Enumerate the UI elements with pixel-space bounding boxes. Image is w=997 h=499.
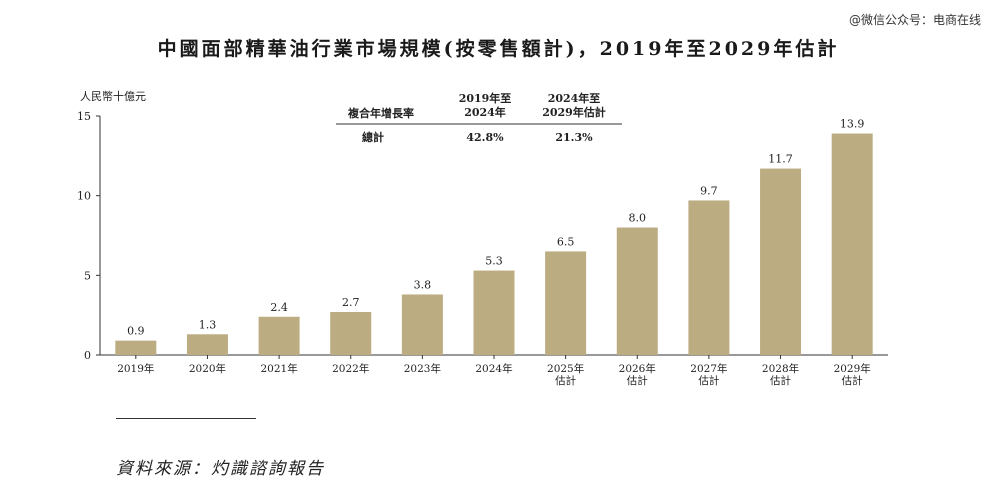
bar-value-label: 1.3 — [199, 318, 217, 331]
x-tick-label: 2027年 — [690, 362, 727, 375]
y-axis-label: 人民幣十億元 — [80, 89, 146, 103]
bar-value-label: 5.3 — [485, 255, 503, 268]
bar — [688, 200, 730, 355]
bar-value-label: 2.4 — [270, 301, 288, 314]
x-tick-label: 2020年 — [189, 362, 226, 375]
y-tick-label: 0 — [84, 349, 91, 362]
chart-title: 中國面部精華油行業市場規模(按零售額計)，2019年至2029年估計 — [157, 38, 840, 60]
x-tick-label: 估計 — [770, 374, 791, 387]
bar — [115, 340, 157, 355]
x-tick-label: 2021年 — [260, 362, 297, 375]
bar — [760, 168, 802, 355]
bar-value-label: 11.7 — [768, 153, 793, 166]
x-tick-label: 估計 — [627, 374, 648, 387]
x-tick-label: 2028年 — [762, 362, 799, 375]
bar-value-label: 2.7 — [342, 296, 360, 309]
cagr-value-1: 42.8% — [466, 131, 504, 144]
x-tick-label: 2024年 — [475, 362, 512, 375]
cagr-col2-line2: 2029年估計 — [542, 105, 606, 119]
y-tick-label: 15 — [77, 110, 91, 123]
bar-value-label: 3.8 — [414, 278, 432, 291]
watermark-text: @微信公众号：电商在线 — [848, 13, 981, 27]
y-tick-label: 10 — [77, 190, 91, 203]
source-note: 資料來源：灼識諮詢報告 — [116, 459, 325, 479]
x-tick-label: 2022年 — [332, 362, 369, 375]
cagr-header-label: 複合年增長率 — [347, 106, 414, 120]
bar — [258, 316, 300, 355]
bar — [186, 334, 228, 355]
x-tick-label: 2026年 — [619, 362, 656, 375]
x-tick-label: 估計 — [842, 374, 863, 387]
x-tick-label: 2019年 — [117, 362, 154, 375]
bar — [831, 133, 873, 355]
x-tick-label: 估計 — [698, 374, 719, 387]
bar — [473, 270, 515, 355]
x-tick-label: 2029年 — [834, 362, 871, 375]
x-tick-label: 2025年 — [547, 362, 584, 375]
y-tick-label: 5 — [84, 269, 91, 282]
bar-value-label: 8.0 — [629, 212, 647, 225]
bar-value-label: 9.7 — [700, 184, 718, 197]
x-tick-label: 2023年 — [404, 362, 441, 375]
bar — [545, 251, 587, 355]
cagr-value-2: 21.3% — [555, 131, 593, 144]
bar — [330, 311, 372, 355]
source-divider — [116, 418, 256, 419]
bar-value-label: 13.9 — [840, 118, 865, 131]
cagr-col2-line1: 2024年至 — [548, 91, 601, 105]
bar-value-label: 0.9 — [127, 325, 145, 338]
x-tick-label: 估計 — [555, 374, 576, 387]
bar — [616, 227, 658, 355]
cagr-row-label: 總計 — [362, 130, 384, 144]
cagr-col1-line2: 2024年 — [464, 105, 506, 119]
cagr-table: 複合年增長率 2019年至 2024年 2024年至 2029年估計 總計 42… — [336, 91, 622, 144]
bar-value-label: 6.5 — [557, 235, 575, 248]
cagr-col1-line1: 2019年至 — [459, 91, 512, 105]
bar — [401, 294, 443, 355]
